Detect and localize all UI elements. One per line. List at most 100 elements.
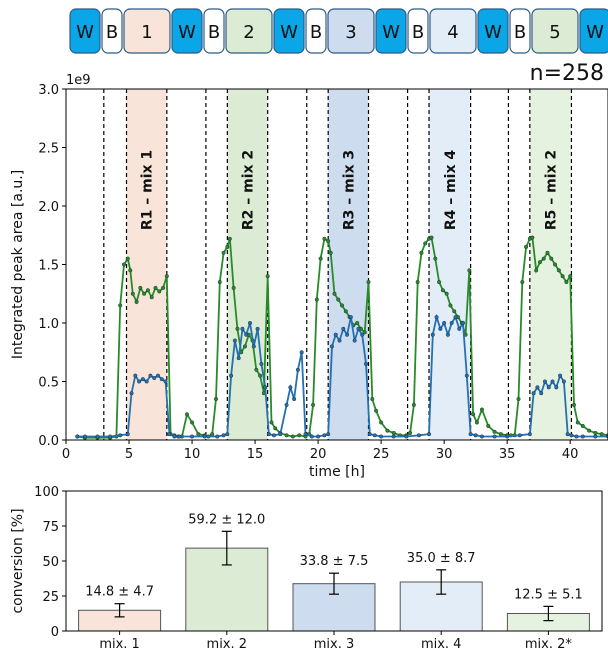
segment-label: W: [382, 22, 400, 43]
data-point: [118, 434, 122, 438]
data-point: [408, 431, 412, 435]
data-point: [431, 333, 435, 337]
data-point: [355, 321, 359, 325]
region-band: [328, 89, 368, 440]
data-point: [229, 374, 233, 378]
data-point: [333, 292, 337, 296]
data-point: [285, 434, 289, 438]
data-point: [108, 435, 112, 439]
data-point: [392, 435, 396, 439]
data-point: [152, 376, 156, 380]
x-tick-label: 25: [373, 447, 390, 462]
data-point: [416, 280, 420, 284]
y-multiplier: 1e9: [66, 73, 91, 88]
data-point: [326, 432, 330, 436]
data-point: [370, 397, 374, 401]
data-point: [197, 432, 201, 436]
data-point: [83, 435, 87, 439]
bar-group: 33.8 ± 7.5: [293, 554, 375, 631]
data-point: [524, 245, 528, 249]
data-point: [304, 432, 308, 436]
x-axis-label: time [h]: [309, 464, 365, 480]
sequence-segment-mix: 3: [328, 9, 374, 53]
data-point: [165, 274, 169, 278]
data-point: [566, 432, 570, 436]
y-tick-label: 1.0: [38, 317, 59, 332]
x-tick-label: 20: [310, 447, 327, 462]
data-point: [150, 295, 154, 299]
bar-group: 12.5 ± 5.1: [507, 587, 589, 631]
sequence-segment-blank: B: [204, 9, 224, 53]
x-tick-label: mix. 1: [99, 637, 140, 649]
data-point: [157, 290, 161, 294]
sequence-segment-wash: W: [376, 9, 406, 53]
data-point: [248, 321, 252, 325]
sequence-segment-blank: B: [102, 9, 122, 53]
data-point: [164, 380, 168, 384]
data-point: [296, 368, 300, 372]
x-tick-label: 15: [247, 447, 264, 462]
bars: 14.8 ± 4.759.2 ± 12.033.8 ± 7.5 35.0 ± 8.…: [79, 512, 590, 631]
data-point: [454, 315, 458, 319]
y-tick-label: 100: [34, 485, 59, 500]
data-point: [392, 431, 396, 435]
sequence-segment-wash: W: [70, 9, 100, 53]
data-point: [475, 421, 479, 425]
data-point: [353, 339, 357, 343]
data-point: [493, 435, 497, 439]
x-tick-label: mix. 3: [314, 637, 355, 649]
data-point: [267, 432, 271, 436]
data-point: [374, 409, 378, 413]
data-point: [118, 304, 122, 308]
data-point: [446, 333, 450, 337]
peak-area-chart: R1 – mix 1 R2 – mix 2 R3 – mix 3 R4 – mix 4…: [10, 73, 608, 480]
sequence-segment-mix: 2: [226, 9, 272, 53]
data-point: [534, 269, 538, 273]
segment-label: W: [76, 22, 94, 43]
data-point: [558, 374, 562, 378]
y-axis-label: Integrated peak area [a.u.]: [10, 170, 26, 359]
data-point: [256, 327, 260, 331]
data-point: [145, 380, 149, 384]
data-point: [173, 435, 177, 439]
data-point: [368, 432, 372, 436]
data-point: [141, 377, 145, 381]
data-point: [130, 391, 134, 395]
data-point: [244, 333, 248, 337]
data-point: [386, 429, 390, 433]
data-point: [536, 386, 540, 390]
x-tick-label: 5: [125, 447, 133, 462]
data-point: [278, 432, 282, 436]
data-point: [226, 432, 230, 436]
segment-label: B: [412, 22, 424, 43]
sequence-segment-wash: W: [478, 9, 508, 53]
data-point: [517, 397, 521, 401]
data-point: [452, 310, 456, 314]
data-point: [342, 327, 346, 331]
data-point: [270, 421, 274, 425]
data-point: [439, 327, 443, 331]
data-label: 33.8 ± 7.5: [300, 554, 369, 569]
data-point: [480, 435, 484, 439]
data-point: [311, 403, 315, 407]
x-tick-label: mix. 4: [421, 637, 462, 649]
data-point: [241, 327, 245, 331]
data-point: [289, 386, 293, 390]
data-point: [338, 339, 342, 343]
x-tick-label: 0: [62, 447, 70, 462]
data-point: [228, 237, 232, 241]
data-point: [445, 292, 449, 296]
data-point: [128, 269, 132, 273]
data-point: [222, 434, 226, 438]
data-point: [581, 424, 585, 428]
data-point: [161, 286, 165, 290]
data-point: [273, 427, 277, 431]
data-point: [131, 292, 135, 296]
data-point: [329, 251, 333, 255]
x-tick-label: mix. 2: [207, 637, 248, 649]
data-point: [310, 435, 314, 439]
data-point: [190, 435, 194, 439]
data-point: [252, 345, 256, 349]
data-point: [146, 288, 150, 292]
data-point: [243, 345, 247, 349]
